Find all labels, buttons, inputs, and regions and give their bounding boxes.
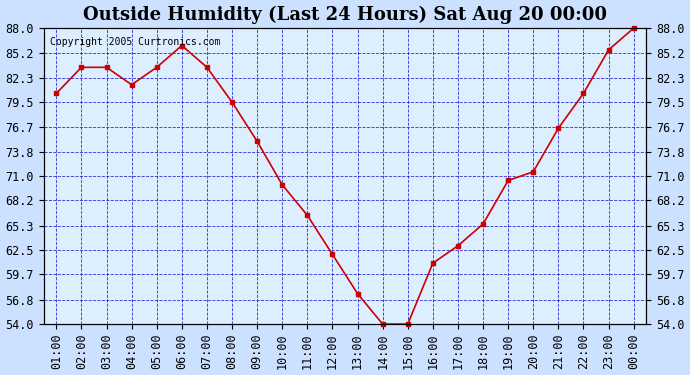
Title: Outside Humidity (Last 24 Hours) Sat Aug 20 00:00: Outside Humidity (Last 24 Hours) Sat Aug… [83,6,607,24]
Text: Copyright 2005 Curtronics.com: Copyright 2005 Curtronics.com [50,37,220,47]
